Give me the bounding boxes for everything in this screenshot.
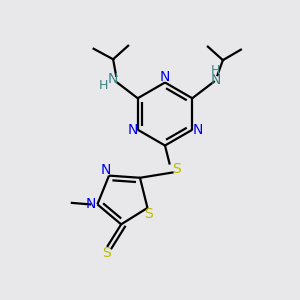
- Text: N: N: [107, 72, 118, 86]
- Text: N: N: [127, 123, 137, 137]
- Text: N: N: [160, 70, 170, 84]
- Text: H: H: [99, 79, 108, 92]
- Text: S: S: [145, 208, 153, 221]
- Text: S: S: [102, 245, 110, 260]
- Text: N: N: [85, 197, 96, 211]
- Text: N: N: [210, 73, 220, 87]
- Text: H: H: [211, 64, 220, 77]
- Text: S: S: [172, 163, 181, 176]
- Text: N: N: [193, 123, 203, 137]
- Text: N: N: [100, 163, 111, 177]
